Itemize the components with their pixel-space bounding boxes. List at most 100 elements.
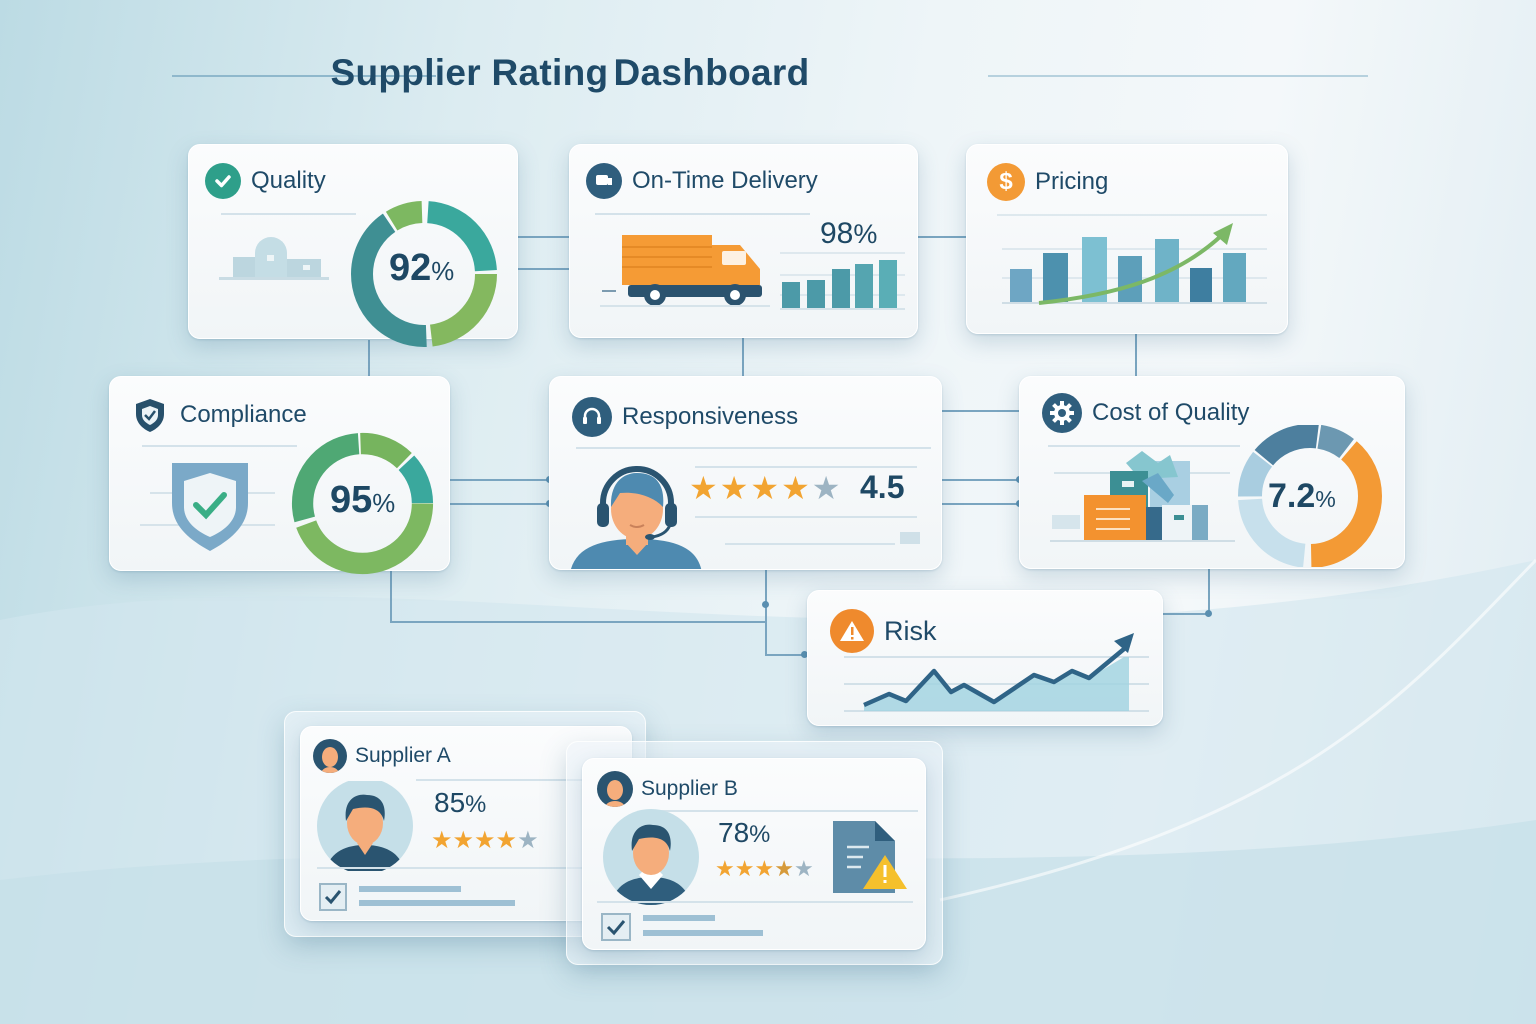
connector: [368, 340, 370, 376]
card-title: Quality: [251, 167, 326, 194]
connector: [940, 503, 1020, 505]
card-title: On-Time Delivery: [632, 167, 818, 194]
star-icon: ★: [734, 857, 755, 882]
compliance-donut: [291, 432, 434, 575]
divider: [595, 213, 810, 215]
card-title: Pricing: [1035, 168, 1109, 195]
connector: [1135, 334, 1137, 376]
star-icon: ★: [719, 469, 749, 507]
star-icon: ★: [689, 469, 718, 507]
connector: [940, 410, 1020, 412]
title-rule-right: [988, 75, 1368, 77]
card-header: On-Time Delivery: [586, 163, 818, 199]
card-header: Quality: [205, 163, 326, 199]
supplier-name: Supplier B: [641, 777, 738, 800]
star-icon: ★: [517, 826, 539, 854]
star-icon: ★: [754, 857, 775, 882]
star-icon: ★: [793, 857, 814, 882]
supplier-a-checkbox[interactable]: [319, 883, 347, 911]
text-placeholder-bar: [359, 900, 515, 906]
connector: [450, 503, 550, 505]
risk-line-chart: [844, 633, 1149, 712]
card-on-time-delivery[interactable]: On-Time Delivery 98%: [569, 144, 918, 338]
card-risk[interactable]: Risk: [807, 590, 1163, 726]
supplier-b-checkbox[interactable]: [601, 913, 631, 941]
gear-icon: [1042, 393, 1082, 433]
supplier-name: Supplier A: [355, 744, 451, 767]
star-icon: ★: [781, 469, 810, 507]
card-pricing[interactable]: $ Pricing: [966, 144, 1288, 334]
divider: [576, 447, 931, 449]
card-title: Compliance: [180, 401, 307, 428]
star-icon: ★: [811, 469, 841, 507]
divider: [416, 779, 631, 781]
supplier-b-score: 78%: [718, 817, 771, 848]
divider: [695, 516, 917, 518]
star-icon: ★: [715, 857, 735, 882]
quality-value: 92%: [389, 247, 455, 289]
agent-avatar-illustration: [571, 466, 702, 569]
connector: [742, 338, 744, 376]
responsiveness-rating: 4.5: [860, 469, 905, 505]
page-title: Supplier Rating Dashboard: [0, 52, 1140, 94]
card-header: Risk: [830, 609, 937, 653]
star-icon: ★: [431, 826, 453, 854]
connector: [765, 654, 807, 656]
star-icon: ★: [474, 826, 496, 854]
avatar-icon: [313, 739, 347, 773]
check-circle-icon: [205, 163, 241, 199]
card-header: Compliance: [130, 395, 307, 435]
card-header: Supplier A: [313, 739, 451, 773]
connector: [940, 479, 1020, 481]
document-warning-icon: [833, 821, 907, 893]
card-quality[interactable]: Quality 92%: [188, 144, 518, 347]
star-icon: ★: [750, 469, 780, 507]
divider: [725, 543, 895, 545]
scroll-handle: [900, 532, 920, 544]
truck-icon: [586, 163, 622, 199]
connector-node: [801, 651, 808, 658]
connector-node: [762, 601, 769, 608]
supplier-a-stars: ★ ★ ★ ★ ★: [431, 826, 539, 854]
card-responsiveness[interactable]: Responsiveness ★ ★ ★ ★ ★ 4.5: [549, 376, 942, 570]
text-placeholder-bar: [359, 886, 461, 892]
card-supplier-b[interactable]: Supplier B 78% ★ ★ ★ ★ ★: [582, 758, 926, 950]
warning-icon: [830, 609, 874, 653]
star-icon: ★: [452, 826, 475, 854]
divider: [1048, 445, 1240, 447]
connector: [1208, 568, 1210, 614]
divider: [653, 810, 918, 812]
divider: [597, 901, 913, 903]
delivery-bar-chart: [780, 252, 905, 310]
cost-of-quality-donut: [1238, 425, 1382, 567]
title-light: Dashboard: [613, 52, 810, 93]
supplier-a-avatar[interactable]: [315, 781, 415, 871]
cost-of-quality-value: 7.2%: [1268, 477, 1336, 515]
compliance-value: 95%: [330, 479, 396, 521]
connector: [450, 479, 550, 481]
card-compliance[interactable]: Compliance 95%: [109, 376, 450, 575]
connector: [518, 268, 570, 270]
star-icon: ★: [774, 857, 794, 882]
quality-donut: [351, 201, 497, 347]
supplier-a-score: 85%: [434, 787, 487, 818]
card-title: Responsiveness: [622, 403, 799, 430]
shield-illustration: [140, 463, 275, 551]
connector: [1162, 613, 1210, 615]
dollar-icon: $: [987, 163, 1025, 201]
connector: [390, 570, 392, 622]
headset-icon: [572, 397, 612, 437]
connector: [390, 621, 766, 623]
divider: [317, 867, 617, 869]
supplier-b-avatar[interactable]: [601, 809, 701, 905]
building-illustration: [219, 237, 329, 280]
card-cost-of-quality[interactable]: Cost of Quality 7.2%: [1019, 376, 1405, 569]
card-header: Cost of Quality: [1042, 393, 1249, 433]
card-title: Cost of Quality: [1092, 399, 1250, 426]
shield-check-icon: [130, 395, 170, 435]
divider: [221, 213, 356, 215]
connector: [765, 570, 767, 656]
responsiveness-stars: ★ ★ ★ ★ ★: [689, 469, 840, 507]
connector-node: [1205, 610, 1212, 617]
text-placeholder-bar: [643, 930, 763, 936]
